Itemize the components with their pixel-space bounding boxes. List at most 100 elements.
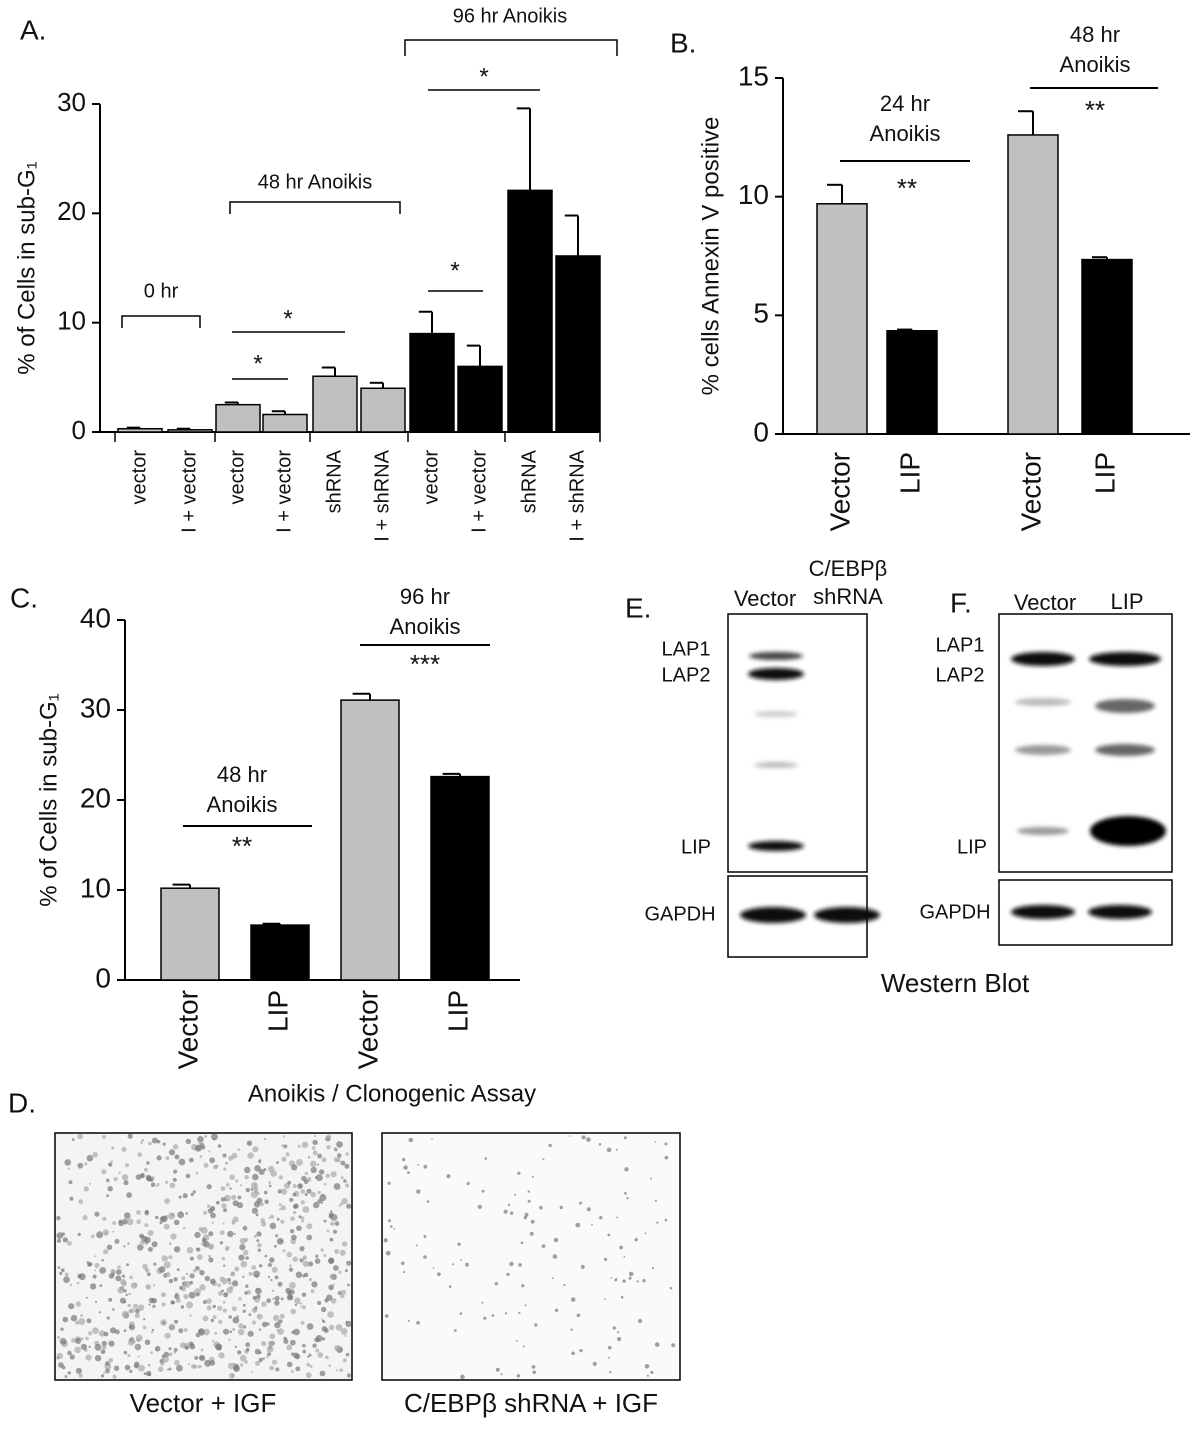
cell-speck bbox=[261, 1301, 267, 1307]
cell-speck bbox=[344, 1163, 350, 1169]
y-tick-label: 15 bbox=[738, 60, 769, 91]
cell-speck bbox=[110, 1160, 113, 1164]
cell-speck bbox=[147, 1272, 151, 1277]
band bbox=[749, 652, 803, 660]
blot-bands bbox=[740, 652, 880, 923]
band-label: GAPDH bbox=[919, 901, 990, 923]
cell-speck bbox=[56, 1238, 62, 1243]
cell-speck bbox=[168, 1212, 175, 1220]
cell-speck bbox=[604, 1298, 606, 1300]
cell-speck bbox=[244, 1360, 248, 1364]
cell-speck bbox=[106, 1244, 113, 1250]
bar bbox=[816, 203, 868, 435]
cell-speck bbox=[211, 1133, 218, 1141]
cell-speck bbox=[98, 1311, 101, 1314]
cell-speck bbox=[252, 1295, 257, 1300]
band bbox=[1088, 905, 1152, 919]
cell-speck bbox=[151, 1328, 155, 1332]
cell-speck bbox=[332, 1283, 335, 1286]
cell-speck bbox=[56, 1352, 63, 1359]
cell-speck bbox=[195, 1266, 200, 1271]
cell-speck bbox=[75, 1367, 82, 1374]
cell-speck bbox=[126, 1192, 132, 1198]
cell-speck bbox=[552, 1254, 558, 1259]
cell-speck bbox=[223, 1264, 226, 1267]
cell-speck bbox=[304, 1193, 308, 1196]
lane-label: Vector bbox=[734, 586, 796, 611]
cell-speck bbox=[125, 1163, 130, 1168]
cell-speck bbox=[280, 1205, 286, 1211]
cell-speck bbox=[151, 1241, 158, 1248]
cell-speck bbox=[169, 1182, 176, 1189]
cell-speck bbox=[182, 1193, 188, 1199]
band bbox=[1015, 745, 1071, 755]
cell-speck bbox=[143, 1167, 148, 1172]
cell-speck bbox=[315, 1254, 319, 1258]
cell-speck bbox=[453, 1329, 457, 1332]
cell-speck bbox=[242, 1249, 249, 1256]
cell-speck bbox=[103, 1372, 106, 1375]
cell-speck bbox=[269, 1333, 276, 1340]
cell-speck bbox=[158, 1266, 166, 1273]
cell-speck bbox=[173, 1219, 180, 1226]
cell-speck bbox=[592, 1361, 597, 1366]
cell-speck bbox=[297, 1302, 300, 1305]
cell-speck bbox=[256, 1239, 260, 1243]
cell-speck bbox=[326, 1134, 332, 1140]
cell-speck bbox=[319, 1370, 326, 1377]
micrograph-caption: C/EBPβ shRNA + IGF bbox=[404, 1388, 658, 1418]
cell-speck bbox=[144, 1210, 150, 1216]
cell-speck bbox=[301, 1175, 307, 1182]
group-label: 48 hr bbox=[1070, 22, 1120, 47]
cell-speck bbox=[77, 1232, 81, 1237]
cell-speck bbox=[214, 1164, 219, 1169]
cell-speck bbox=[153, 1262, 157, 1266]
cell-speck bbox=[211, 1221, 214, 1225]
cell-speck bbox=[156, 1155, 162, 1161]
cell-speck bbox=[90, 1234, 95, 1239]
group-label: Anoikis bbox=[870, 121, 941, 146]
cell-speck bbox=[664, 1155, 669, 1160]
cell-speck bbox=[150, 1182, 156, 1187]
cell-speck bbox=[181, 1276, 186, 1281]
cell-speck bbox=[527, 1190, 530, 1193]
cell-speck bbox=[616, 1216, 618, 1219]
cell-speck bbox=[344, 1334, 347, 1338]
cell-speck bbox=[257, 1248, 262, 1252]
blot-frame bbox=[727, 613, 868, 873]
cell-speck bbox=[245, 1256, 249, 1260]
cell-speck bbox=[173, 1350, 177, 1354]
cell-speck bbox=[138, 1364, 145, 1372]
cell-speck bbox=[99, 1267, 107, 1274]
cell-speck bbox=[308, 1156, 311, 1159]
cell-speck bbox=[137, 1244, 144, 1251]
cell-speck bbox=[106, 1194, 109, 1198]
cell-speck bbox=[225, 1245, 230, 1251]
panel-label: A. bbox=[20, 14, 46, 45]
cell-speck bbox=[174, 1154, 180, 1160]
cell-speck bbox=[346, 1260, 352, 1266]
cell-speck bbox=[576, 1313, 581, 1318]
x-tick-label: I + shRNA bbox=[371, 449, 393, 541]
cell-speck bbox=[250, 1182, 258, 1189]
cell-speck bbox=[254, 1306, 258, 1310]
cell-speck bbox=[86, 1154, 94, 1162]
cell-speck bbox=[301, 1219, 304, 1223]
cell-speck bbox=[317, 1352, 324, 1358]
cell-speck bbox=[334, 1345, 341, 1352]
cell-speck bbox=[344, 1269, 348, 1273]
cell-speck bbox=[278, 1175, 283, 1180]
cell-speck bbox=[321, 1157, 327, 1163]
cell-speck bbox=[333, 1229, 337, 1234]
band bbox=[748, 668, 804, 680]
cell-speck bbox=[63, 1276, 70, 1283]
cell-speck bbox=[310, 1191, 316, 1198]
cell-speck bbox=[237, 1350, 242, 1355]
cell-speck bbox=[339, 1368, 344, 1373]
cell-speck bbox=[233, 1232, 236, 1235]
cell-speck bbox=[311, 1281, 318, 1288]
cell-speck bbox=[164, 1198, 171, 1204]
x-tick-label: LIP bbox=[442, 990, 473, 1032]
cell-speck bbox=[301, 1305, 307, 1310]
cell-speck bbox=[218, 1290, 224, 1296]
